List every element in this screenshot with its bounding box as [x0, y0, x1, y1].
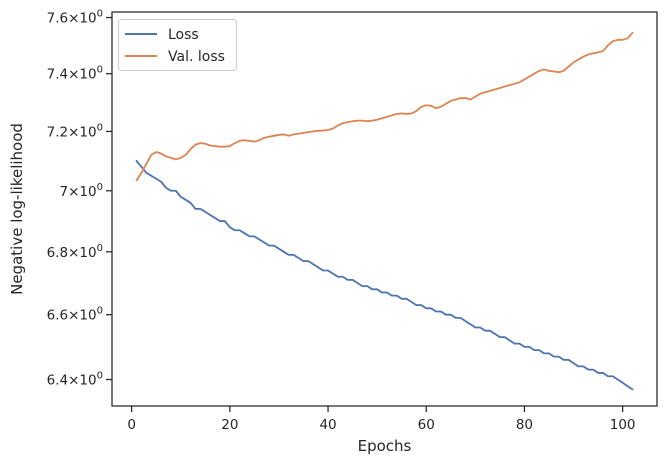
series-line-val-loss [135, 31, 634, 182]
x-tick-label: 40 [319, 417, 336, 433]
legend: Loss Val. loss [118, 19, 237, 71]
y-tick-label: 6.6×100 [47, 306, 103, 324]
series-layer [135, 31, 634, 391]
x-tick-label: 20 [221, 417, 238, 433]
y-tick-label: 6.8×100 [47, 243, 103, 261]
y-tick-label: 7.6×100 [47, 9, 103, 27]
x-tick-label: 0 [127, 417, 136, 433]
x-tick-label: 60 [418, 417, 435, 433]
y-tick-label: 7.4×100 [47, 65, 103, 83]
x-axis-label: Epochs [358, 437, 412, 455]
y-axis-ticks: 6.4×100 6.6×100 6.8×100 7×100 7.2×100 7.4×100… [47, 9, 112, 389]
series-line-loss [135, 159, 634, 391]
x-axis-ticks: 0 20 40 60 80 100 [127, 406, 636, 433]
y-axis-label: Negative log-likelihood [8, 123, 26, 295]
y-tick-label: 7×100 [60, 182, 103, 200]
x-tick-label: 80 [516, 417, 533, 433]
legend-loss-label: Loss [168, 27, 199, 43]
plot-area [111, 11, 658, 407]
y-tick-label: 7.2×100 [47, 122, 103, 140]
legend-box [118, 19, 237, 71]
legend-val-loss-label: Val. loss [168, 49, 225, 65]
y-tick-label: 6.4×100 [47, 371, 103, 389]
x-tick-label: 100 [610, 417, 636, 433]
